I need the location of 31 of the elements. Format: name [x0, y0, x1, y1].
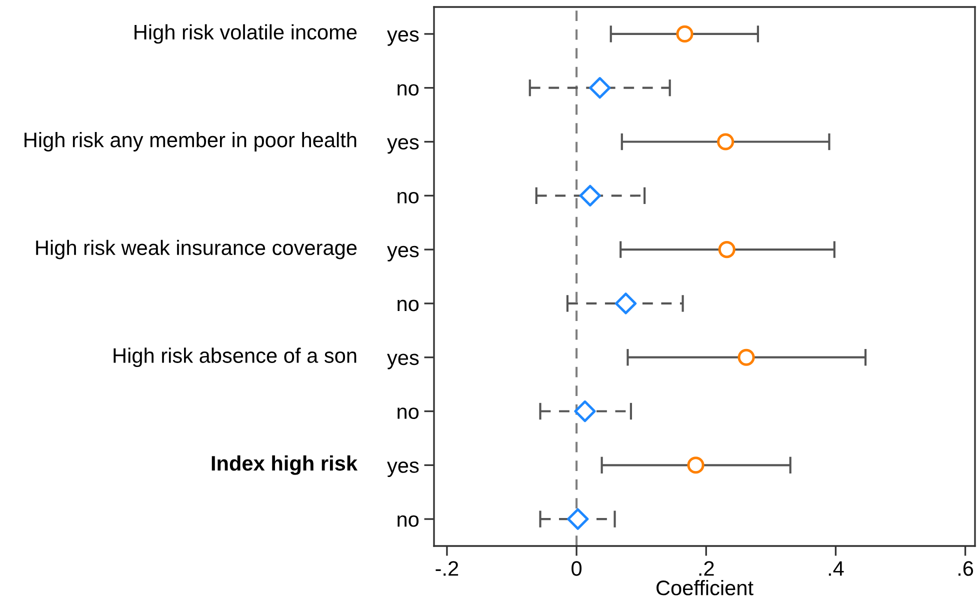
x-tick-label: -.2 — [436, 561, 458, 576]
point — [574, 400, 596, 422]
y-tick-label: yes — [387, 138, 419, 154]
y-tick-label: no — [398, 515, 419, 527]
y-tick-label: no — [398, 300, 419, 312]
y-tick-label: yes — [387, 461, 419, 478]
y-tick-label: no — [398, 192, 419, 204]
x-tick-label: .2 — [699, 561, 714, 576]
point — [676, 25, 694, 42]
point — [718, 241, 736, 258]
point — [738, 348, 755, 366]
y-tick-label: yes — [387, 246, 419, 262]
y-tick-label: yes — [387, 30, 419, 46]
x-axis-title: Coefficient — [656, 580, 754, 596]
text: High risk any member in poor health — [24, 132, 356, 152]
point — [579, 184, 601, 206]
x-tick-label: .4 — [828, 561, 844, 576]
y-tick-label: no — [398, 84, 419, 96]
point — [717, 133, 734, 150]
text: Index high risk — [212, 455, 358, 475]
point — [567, 508, 589, 530]
text: High risk volatile income — [134, 24, 357, 44]
point — [687, 456, 704, 474]
point — [589, 77, 611, 99]
y-tick-label: yes — [387, 354, 419, 370]
text: High risk weak insurance coverage — [36, 240, 357, 260]
text: High risk absence of a son — [114, 348, 356, 368]
x-tick-label: .6 — [958, 561, 974, 576]
point — [614, 292, 637, 314]
x-tick-label: 0 — [572, 561, 582, 576]
y-tick-label: no — [398, 408, 419, 420]
